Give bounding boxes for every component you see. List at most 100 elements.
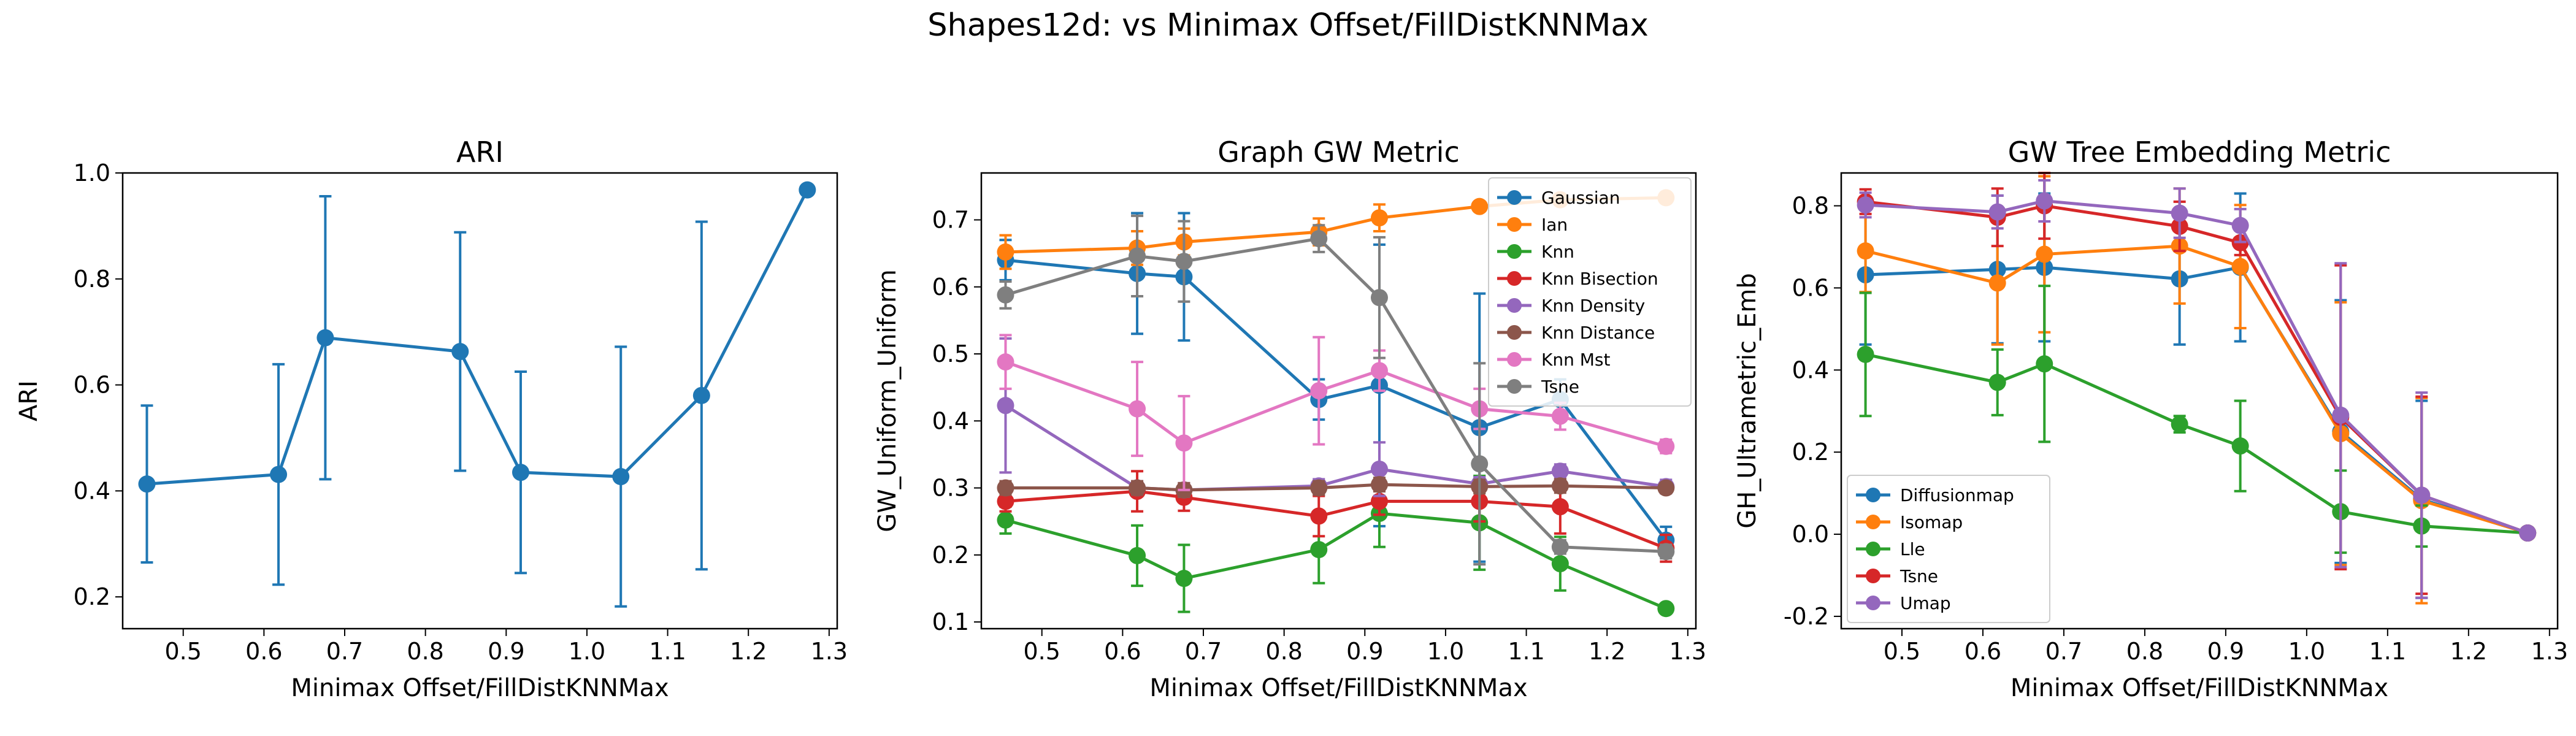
legend-label: Knn Mst — [1541, 350, 1611, 370]
series-line — [1005, 360, 1666, 448]
x-tick-label: 0.7 — [326, 638, 363, 665]
data-point — [2036, 245, 2053, 263]
plots-container: ARI 0.5 0.6 0.7 0.8 0.9 1.0 1.1 1.2 1.3 0.2 0.4 0.6 0… — [15, 136, 2568, 702]
legend-marker — [1866, 488, 1880, 502]
series-1 — [138, 181, 816, 608]
x-tick-label: 0.5 — [1024, 638, 1060, 665]
x-tick-label: 0.6 — [1104, 638, 1141, 665]
legend-box — [1488, 177, 1692, 407]
data-point — [1857, 242, 1874, 260]
data-point — [1551, 555, 1569, 573]
data-point — [1988, 274, 2006, 292]
legend-marker — [1507, 217, 1522, 232]
data-point — [997, 511, 1014, 529]
data-point — [1370, 289, 1388, 307]
y-tick-label: 0.7 — [932, 206, 969, 233]
x-tick-label: 1.0 — [569, 638, 605, 665]
legend-marker — [1866, 515, 1880, 529]
y-tick-label: 0.6 — [932, 274, 969, 301]
y-tick-label: 0.3 — [932, 475, 969, 502]
legend-marker — [1866, 596, 1880, 610]
legend-marker — [1507, 325, 1522, 340]
data-point — [2519, 524, 2537, 542]
legend-label: Isomap — [1900, 512, 1963, 532]
x-tick-label: 0.8 — [407, 638, 443, 665]
chart-panel-2: Graph GW Metric 0.5 0.6 0.7 0.8 0.9 1.0 1.1 1.2 1… — [873, 136, 1706, 702]
data-point — [1551, 462, 1569, 480]
y-tick-label: 0.6 — [74, 372, 110, 399]
series-line — [1005, 512, 1667, 610]
data-point — [316, 329, 334, 347]
x-axis-label: Minimax Offset/FillDistKNNMax — [2011, 674, 2388, 702]
data-point — [2171, 204, 2188, 222]
data-point — [1551, 477, 1569, 495]
data-point — [997, 353, 1014, 371]
data-point — [692, 386, 710, 404]
figure-suptitle: Shapes12d: vs Minimax Offset/FillDistKNN… — [927, 7, 1649, 44]
x-tick-label: 0.9 — [1346, 638, 1383, 665]
y-tick-label: 0.2 — [932, 542, 969, 569]
data-point — [997, 286, 1014, 304]
legend-box — [1847, 475, 2050, 623]
data-point — [997, 243, 1014, 261]
x-tick-label: 0.8 — [1265, 638, 1302, 665]
data-point — [1129, 546, 1146, 564]
legend-marker — [1507, 379, 1522, 394]
y-tick-label: 0.4 — [1792, 356, 1829, 383]
y-axis-label: GH_Ultrametric_Emb — [1733, 273, 1761, 529]
series-umap — [1857, 179, 2537, 599]
y-tick-label: 0.2 — [1792, 439, 1829, 466]
x-tick-label: 1.1 — [2369, 638, 2406, 665]
legend-label: Tsne — [1541, 377, 1579, 397]
data-point — [2171, 415, 2188, 433]
y-tick-label: 1.0 — [74, 159, 110, 186]
y-tick-label: 0.6 — [1792, 274, 1829, 301]
data-point — [1370, 460, 1388, 478]
data-point — [1471, 197, 1489, 215]
axes-frame — [980, 172, 1697, 630]
data-point — [1310, 382, 1328, 400]
data-point — [1370, 209, 1388, 227]
data-point — [1551, 538, 1569, 556]
x-tick-label: 0.9 — [488, 638, 524, 665]
legend-marker — [1507, 190, 1522, 205]
data-point — [799, 181, 816, 199]
series-tsne — [997, 214, 1675, 566]
data-point — [1175, 434, 1193, 452]
legend: Diffusionmap Isomap Lle Tsne Umap — [1847, 475, 2050, 623]
data-point — [1551, 407, 1569, 425]
data-point — [1310, 479, 1328, 497]
chart-panel-3: GW Tree Embedding Metric 0.5 0.6 0.7 0.8 0.9 1… — [1733, 136, 2568, 702]
series-line — [147, 189, 809, 486]
y-axis-label: ARI — [15, 380, 43, 421]
legend-label: Lle — [1900, 539, 1925, 559]
data-point — [997, 493, 1014, 510]
x-tick-label: 1.2 — [2450, 638, 2487, 665]
y-axis-label: GW_Uniform_Uniform — [873, 269, 902, 532]
x-tick-label: 1.0 — [2288, 638, 2325, 665]
x-tick-label: 1.1 — [1508, 638, 1544, 665]
data-point — [451, 343, 469, 361]
data-point — [1657, 437, 1675, 455]
y-tick-label: 0.8 — [1792, 193, 1829, 220]
data-point — [612, 468, 630, 486]
data-point — [2231, 217, 2249, 234]
y-tick-label: -0.2 — [1784, 603, 1829, 630]
data-point — [1129, 247, 1146, 265]
data-point — [1370, 362, 1388, 380]
data-point — [1310, 230, 1328, 248]
x-tick-label: 1.2 — [1589, 638, 1625, 665]
y-tick-label: 0.1 — [932, 608, 969, 635]
x-tick-label: 0.8 — [2126, 638, 2163, 665]
data-point — [2231, 258, 2249, 275]
y-tick-label: 0.4 — [932, 407, 969, 434]
data-point — [1857, 196, 1874, 214]
data-point — [1988, 374, 2006, 391]
x-tick-label: 0.6 — [1965, 638, 2001, 665]
data-point — [1175, 570, 1193, 588]
y-tick-label: 0.5 — [932, 340, 969, 367]
legend-label: Umap — [1900, 593, 1951, 613]
data-point — [2332, 406, 2350, 424]
legend: Gaussian Ian Knn Knn Bisection Knn Density Kn… — [1488, 177, 1692, 407]
data-point — [1857, 345, 1874, 363]
